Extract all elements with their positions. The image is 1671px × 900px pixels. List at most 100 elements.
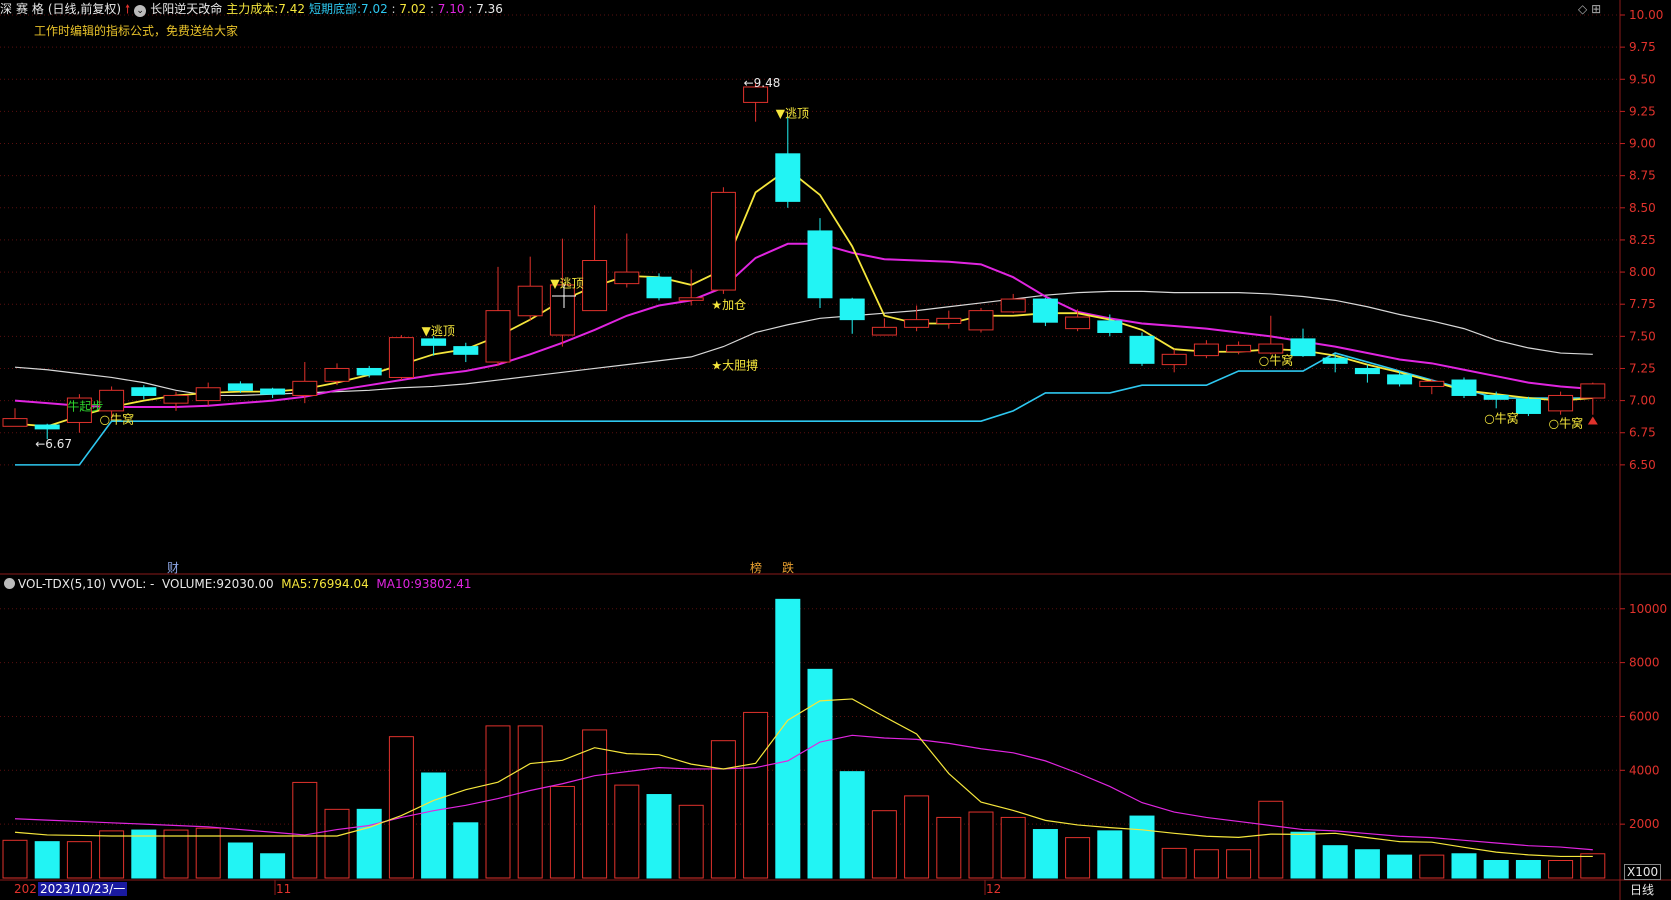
candle[interactable] <box>485 266 511 366</box>
candle[interactable] <box>646 273 672 301</box>
candlesticks[interactable] <box>2 83 1606 440</box>
candle[interactable] <box>710 187 736 294</box>
volume-bar[interactable] <box>324 808 350 879</box>
diamond-icon[interactable]: ◇ <box>1578 2 1588 16</box>
settings-icon[interactable]: ⌄ <box>134 5 147 17</box>
volume-bar[interactable] <box>710 740 736 879</box>
volume-bar[interactable] <box>1161 847 1187 879</box>
volume-bar[interactable] <box>292 781 318 879</box>
volume-bar[interactable] <box>1129 815 1155 879</box>
volume-bar[interactable] <box>839 771 865 879</box>
candle[interactable] <box>292 362 318 404</box>
candle[interactable] <box>1000 293 1026 314</box>
candle[interactable] <box>195 382 221 406</box>
volume-bar[interactable] <box>1483 860 1509 879</box>
volume-bar[interactable] <box>388 736 414 879</box>
candle[interactable] <box>131 385 157 400</box>
candle[interactable] <box>936 310 962 329</box>
candle[interactable] <box>1354 364 1380 383</box>
volume-bar[interactable] <box>1193 849 1219 879</box>
candle[interactable] <box>904 305 930 332</box>
volume-bar[interactable] <box>66 841 92 879</box>
candle[interactable] <box>1451 377 1477 399</box>
candle[interactable] <box>324 363 350 386</box>
event-marker-cai[interactable]: 财 <box>167 561 180 575</box>
volume-bar[interactable] <box>1322 845 1348 879</box>
volume-bar[interactable] <box>421 772 447 879</box>
candle[interactable] <box>807 218 833 309</box>
volume-bar[interactable] <box>356 808 382 879</box>
candle[interactable] <box>2 408 28 427</box>
volume-bar[interactable] <box>646 794 672 879</box>
volume-bar[interactable] <box>1290 831 1316 879</box>
event-marker-die[interactable]: 跌 <box>782 561 795 575</box>
volume-bar[interactable] <box>227 842 253 879</box>
volume-bar[interactable] <box>1548 860 1574 879</box>
period-label[interactable]: (日线,前复权) <box>47 2 122 16</box>
volume-bar[interactable] <box>1515 860 1541 879</box>
volume-collapse-icon[interactable] <box>4 578 15 589</box>
candle[interactable] <box>582 205 608 312</box>
volume-bar[interactable] <box>1451 853 1477 879</box>
candle[interactable] <box>1387 371 1413 387</box>
volume-bar[interactable] <box>34 841 60 879</box>
volume-bar[interactable] <box>1226 849 1252 879</box>
candle[interactable] <box>1193 340 1219 359</box>
candle[interactable] <box>227 381 253 393</box>
event-marker-bang[interactable]: 榜 <box>750 561 763 575</box>
volume-bar[interactable] <box>1065 837 1091 879</box>
candle[interactable] <box>1580 382 1606 415</box>
candle[interactable] <box>743 83 769 122</box>
candle[interactable] <box>388 335 414 381</box>
volume-bar[interactable] <box>904 795 930 879</box>
candle[interactable] <box>549 238 575 347</box>
candle[interactable] <box>1515 396 1541 417</box>
candle[interactable] <box>34 423 60 440</box>
candle[interactable] <box>775 116 801 208</box>
volume-bar[interactable] <box>131 829 157 879</box>
volume-bar[interactable] <box>871 810 897 879</box>
volume-indicator-name[interactable]: VOL-TDX(5,10) <box>18 577 107 591</box>
volume-bar[interactable] <box>968 811 994 879</box>
volume-bars[interactable] <box>2 598 1606 879</box>
volume-bar[interactable] <box>1032 829 1058 879</box>
volume-bar[interactable] <box>260 853 286 879</box>
candle[interactable] <box>871 318 897 336</box>
candle[interactable] <box>517 256 543 321</box>
candle[interactable] <box>1258 315 1284 355</box>
candle[interactable] <box>1322 354 1348 373</box>
volume-bar[interactable] <box>485 725 511 879</box>
candle[interactable] <box>1290 328 1316 357</box>
volume-bar[interactable] <box>1354 849 1380 879</box>
volume-bar[interactable] <box>807 668 833 879</box>
volume-bar[interactable] <box>517 725 543 879</box>
candle[interactable] <box>1548 391 1574 415</box>
candle[interactable] <box>1065 309 1091 332</box>
candle[interactable] <box>1161 349 1187 373</box>
volume-bar[interactable] <box>936 816 962 879</box>
candle[interactable] <box>163 391 189 411</box>
candle[interactable] <box>1129 332 1155 366</box>
volume-bar[interactable] <box>1000 816 1026 879</box>
candle[interactable] <box>66 394 92 433</box>
volume-bar[interactable] <box>1258 800 1284 879</box>
volume-bar[interactable] <box>1419 854 1445 879</box>
candle[interactable] <box>614 233 640 288</box>
candle[interactable] <box>260 387 286 399</box>
candle[interactable] <box>678 269 704 306</box>
volume-bar[interactable] <box>743 711 769 879</box>
window-controls[interactable]: ◇ ⊞ <box>1578 2 1601 16</box>
candle[interactable] <box>1419 378 1445 395</box>
period-button[interactable]: 日线 <box>1630 883 1655 897</box>
volume-bar[interactable] <box>549 785 575 879</box>
candle[interactable] <box>968 308 994 333</box>
volume-bar[interactable] <box>775 598 801 879</box>
candle[interactable] <box>99 386 125 420</box>
volume-bar[interactable] <box>2 839 28 879</box>
candle[interactable] <box>356 365 382 378</box>
candle[interactable] <box>453 342 479 363</box>
volume-bar[interactable] <box>678 804 704 879</box>
volume-bar[interactable] <box>163 829 189 879</box>
candle[interactable] <box>1226 341 1252 355</box>
